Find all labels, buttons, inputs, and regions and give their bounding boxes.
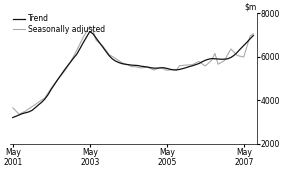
Seasonally adjusted	[101, 45, 104, 47]
Seasonally adjusted	[191, 64, 194, 66]
Seasonally adjusted	[175, 69, 178, 71]
Seasonally adjusted	[236, 55, 239, 57]
Seasonally adjusted	[242, 56, 245, 58]
Seasonally adjusted	[178, 65, 181, 67]
Seasonally adjusted	[91, 29, 95, 31]
Seasonally adjusted	[133, 66, 136, 68]
Trend	[252, 35, 255, 37]
Seasonally adjusted	[184, 64, 188, 66]
Seasonally adjusted	[229, 48, 233, 50]
Seasonally adjusted	[95, 39, 98, 41]
Seasonally adjusted	[146, 66, 149, 68]
Trend	[88, 31, 91, 33]
Text: $m: $m	[244, 3, 257, 12]
Seasonally adjusted	[210, 59, 213, 61]
Seasonally adjusted	[130, 66, 133, 68]
Seasonally adjusted	[50, 87, 53, 89]
Seasonally adjusted	[82, 36, 85, 38]
Seasonally adjusted	[223, 59, 226, 62]
Trend	[11, 116, 14, 118]
Trend	[168, 68, 172, 70]
Legend: Trend, Seasonally adjusted: Trend, Seasonally adjusted	[13, 14, 105, 34]
Seasonally adjusted	[30, 106, 34, 108]
Seasonally adjusted	[171, 69, 175, 71]
Seasonally adjusted	[18, 113, 21, 115]
Seasonally adjusted	[43, 97, 46, 99]
Seasonally adjusted	[11, 107, 14, 109]
Seasonally adjusted	[213, 52, 216, 54]
Seasonally adjusted	[165, 69, 168, 71]
Seasonally adjusted	[139, 67, 143, 69]
Seasonally adjusted	[56, 78, 59, 80]
Seasonally adjusted	[62, 71, 66, 73]
Seasonally adjusted	[37, 101, 40, 103]
Trend	[33, 107, 37, 109]
Seasonally adjusted	[197, 60, 201, 62]
Seasonally adjusted	[120, 62, 123, 64]
Line: Trend: Trend	[13, 32, 253, 117]
Trend	[98, 41, 101, 44]
Trend	[139, 65, 143, 67]
Trend	[175, 69, 178, 71]
Seasonally adjusted	[114, 57, 117, 59]
Seasonally adjusted	[248, 35, 252, 37]
Seasonally adjusted	[107, 53, 111, 55]
Seasonally adjusted	[75, 49, 79, 51]
Line: Seasonally adjusted: Seasonally adjusted	[13, 26, 253, 114]
Seasonally adjusted	[69, 61, 72, 63]
Seasonally adjusted	[216, 63, 220, 65]
Seasonally adjusted	[88, 25, 91, 27]
Seasonally adjusted	[252, 33, 255, 35]
Trend	[207, 58, 210, 60]
Seasonally adjusted	[24, 110, 27, 112]
Seasonally adjusted	[203, 65, 207, 67]
Seasonally adjusted	[152, 69, 156, 71]
Seasonally adjusted	[159, 66, 162, 68]
Seasonally adjusted	[127, 64, 130, 66]
